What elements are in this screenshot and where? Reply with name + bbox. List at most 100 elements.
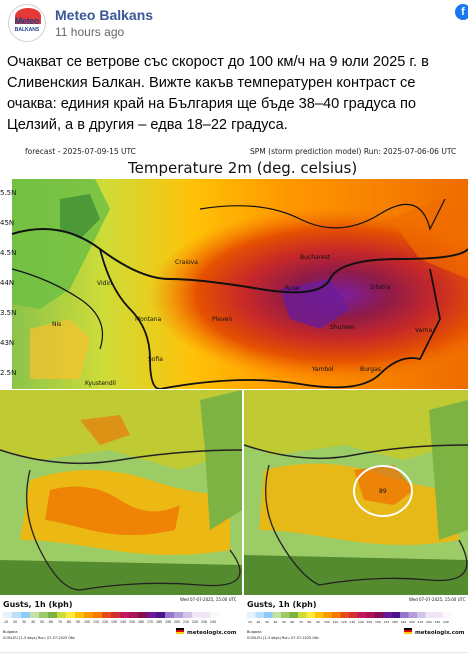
temperature-map-title: Temperature 2m (deg. celsius) [127,159,357,177]
city-label: Yambol [311,366,334,373]
scale-label: 50 [282,620,286,624]
scale-label: 40 [274,620,278,624]
scale-label: 80 [67,620,71,624]
city-label: Varna [415,327,432,334]
scale-label: 120 [102,620,108,624]
scale-label: 140 [358,620,364,624]
logo-sun-icon [15,8,41,24]
post-divider [0,652,468,653]
city-label: Kyustendil [85,380,116,387]
gusts-title: Gusts, 1h (kph) [247,600,317,609]
city-label: Craiova [175,259,198,266]
forecast-label: forecast - 2025-07-09-15 UTC [25,147,136,156]
scale-label: 10 [248,620,252,624]
gusts-brand: meteologix.com [415,630,465,636]
highlight-value: 89 [379,488,387,495]
scale-label: 150 [129,620,135,624]
lat-label: 3.5N [0,309,16,317]
scale-label: 170 [147,620,153,624]
scale-label: 90 [76,620,80,624]
gusts-map-right[interactable]: 89 Gusts, 1h (kph) Wed 07-07-2025, 15:00… [243,390,468,652]
scale-label: 100 [324,620,330,624]
city-label: Vidin [97,280,112,287]
avatar-logo-sub: BALKANS [14,27,40,33]
city-label: Shumen [330,324,355,331]
scale-label: 160 [375,620,381,624]
scale-label: 70 [58,620,62,624]
scale-label: 180 [156,620,162,624]
lat-label: 2.5N [0,369,16,377]
gusts-run-info: ICON-EU (1-3 days) Run: 07-07-2025 06z [3,636,75,640]
scale-label: 210 [183,620,189,624]
scale-label: 130 [111,620,117,624]
scale-label: 230 [435,620,441,624]
scale-label: 30 [22,620,26,624]
scale-label: 190 [165,620,171,624]
scale-label: 220 [426,620,432,624]
post-header: Meteo BALKANS Meteo Balkans 11 hours ago… [0,0,468,44]
scale-label: 70 [299,620,303,624]
scale-label: 50 [40,620,44,624]
gusts-region: Bulgaria [3,630,18,634]
scale-label: 110 [333,620,339,624]
scale-label: 180 [392,620,398,624]
lat-label: 44N [0,279,14,287]
latitude-labels: 5.5N 45N 4.5N 44N 3.5N 43N 2.5N [0,189,16,377]
lat-label: 43N [0,339,14,347]
gusts-scale-labels: 10 20 30 40 50 60 70 80 90 100 110 120 1… [4,620,216,624]
scale-label: 110 [93,620,99,624]
lat-label: 4.5N [0,249,16,257]
highlight-circle [353,465,413,517]
gusts-color-scale [247,612,451,618]
model-label: SPM (storm prediction model) Run: 2025-0… [250,147,456,156]
scale-label: 240 [443,620,449,624]
scale-label: 10 [4,620,8,624]
germany-flag-icon [176,628,184,634]
city-label: Pleven [212,316,232,323]
city-label: Sofia [148,356,163,363]
gusts-valid-time: Wed 07-07-2025, 15:00 UTC [180,597,237,602]
scale-label: 160 [138,620,144,624]
city-label: Ruse [285,285,300,292]
scale-label: 130 [350,620,356,624]
gusts-valid-time: Wed 07-07-2025, 15:00 UTC [409,597,466,602]
city-labels: Craiova Bucharest Vidin Ruse Montana Ple… [52,254,432,387]
gusts-color-scale [3,612,219,618]
lat-label: 45N [0,219,14,227]
scale-label: 150 [367,620,373,624]
scale-label: 30 [265,620,269,624]
facebook-icon[interactable]: f [455,4,468,20]
scale-label: 220 [192,620,198,624]
page-name-link[interactable]: Meteo Balkans [55,7,154,23]
germany-flag-icon [404,628,412,634]
temperature-map[interactable]: forecast - 2025-07-09-15 UTC SPM (storm … [0,139,468,390]
scale-label: 80 [308,620,312,624]
scale-label: 100 [84,620,90,624]
scale-label: 20 [257,620,261,624]
scale-label: 210 [418,620,424,624]
scale-label: 140 [120,620,126,624]
lat-label: 5.5N [0,189,16,197]
page-avatar[interactable]: Meteo BALKANS [8,4,46,42]
city-label: Burgas [360,366,381,373]
scale-label: 230 [201,620,207,624]
gusts-scale-labels: 10 20 30 40 50 60 70 80 90 100 110 120 1… [248,620,449,624]
gusts-region: Bulgaria [247,630,262,634]
avatar-logo-text: Meteo [14,16,40,26]
scale-label: 240 [210,620,216,624]
scale-label: 60 [291,620,295,624]
scale-label: 200 [409,620,415,624]
post-timestamp[interactable]: 11 hours ago [55,25,125,39]
scale-label: 200 [174,620,180,624]
scale-label: 170 [384,620,390,624]
city-label: Silistra [370,284,391,291]
scale-label: 40 [31,620,35,624]
gusts-map-left[interactable]: Gusts, 1h (kph) Wed 07-07-2025, 15:00 UT… [0,390,243,652]
scale-label: 60 [49,620,53,624]
city-label: Nis [52,321,61,328]
scale-label: 90 [316,620,320,624]
gusts-title: Gusts, 1h (kph) [3,600,73,609]
city-label: Montana [135,316,161,323]
scale-label: 20 [13,620,17,624]
scale-label: 120 [341,620,347,624]
